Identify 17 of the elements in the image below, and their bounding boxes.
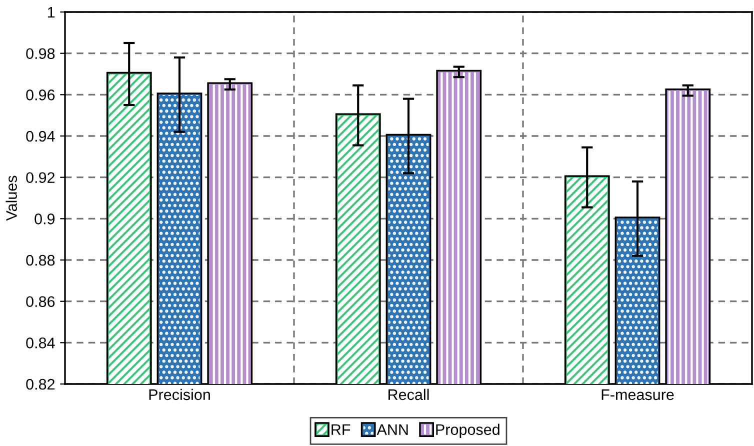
y-tick-label: 0.82 bbox=[26, 378, 55, 390]
y-tick-label: 0.88 bbox=[26, 254, 55, 266]
x-tick-label: Recall bbox=[388, 388, 429, 400]
y-tick-label: 0.96 bbox=[26, 90, 55, 100]
y-tick-label: 0.94 bbox=[26, 130, 55, 142]
legend-label: RF bbox=[332, 424, 350, 435]
y-tick-label: 0.9 bbox=[34, 214, 55, 224]
y-tick-label: 1 bbox=[48, 7, 55, 18]
y-tick-label: 0.98 bbox=[26, 48, 55, 60]
x-tick-label: F-measure bbox=[602, 389, 674, 400]
y-tick-label: 0.86 bbox=[26, 296, 55, 308]
legend-label: Proposed bbox=[436, 424, 500, 438]
legend-label: ANN bbox=[376, 424, 408, 435]
y-tick-label: 0.84 bbox=[26, 338, 55, 348]
y-axis-title: Values bbox=[6, 176, 17, 221]
y-tick-label: 0.92 bbox=[26, 172, 55, 184]
x-tick-label: Precision bbox=[149, 388, 210, 400]
